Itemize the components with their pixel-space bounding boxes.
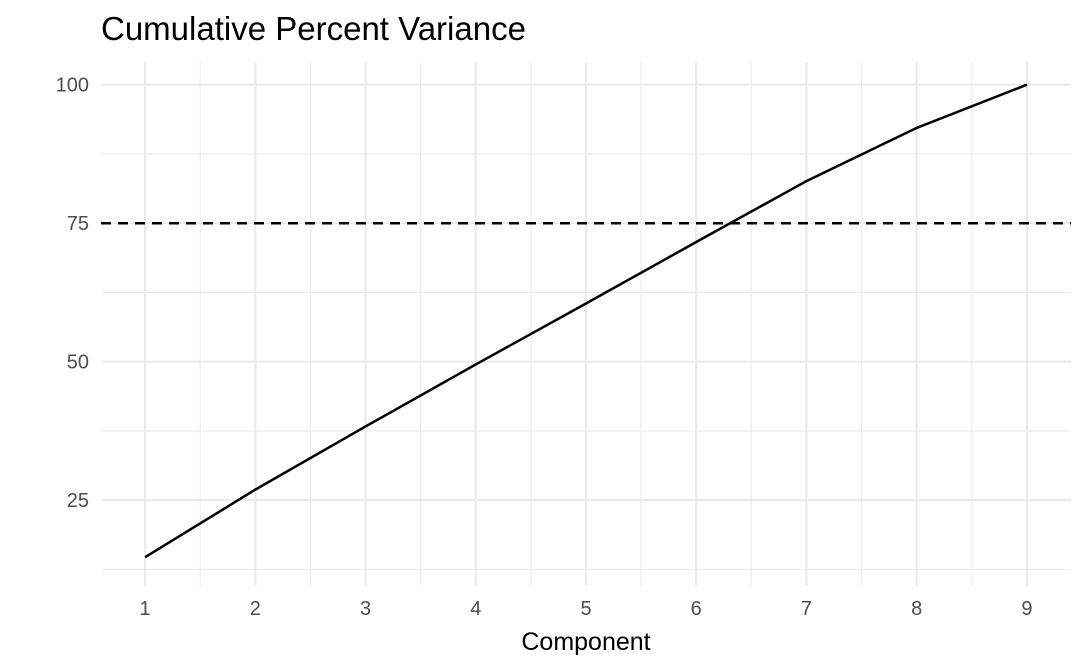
y-tick-label: 75 xyxy=(67,213,89,235)
x-tick-label: 3 xyxy=(360,598,371,620)
tick-labels: 1 2 3 4 5 6 7 8 9 25 50 75 100 xyxy=(56,75,1033,620)
x-tick-label: 4 xyxy=(470,598,481,620)
chart-title: Cumulative Percent Variance xyxy=(101,10,526,47)
y-tick-label: 25 xyxy=(67,490,89,512)
cumulative-variance-line xyxy=(144,83,1028,559)
series-layer xyxy=(144,83,1028,559)
x-tick-label: 8 xyxy=(911,598,922,620)
x-tick-label: 7 xyxy=(801,598,812,620)
x-axis-title: Component xyxy=(521,628,650,656)
y-tick-label: 50 xyxy=(67,352,89,374)
x-tick-label: 6 xyxy=(691,598,702,620)
grid xyxy=(101,62,1071,586)
x-tick-label: 5 xyxy=(580,598,591,620)
x-tick-label: 9 xyxy=(1021,598,1032,620)
x-tick-label: 1 xyxy=(140,598,151,620)
x-tick-label: 2 xyxy=(250,598,261,620)
y-tick-label: 100 xyxy=(56,75,89,97)
